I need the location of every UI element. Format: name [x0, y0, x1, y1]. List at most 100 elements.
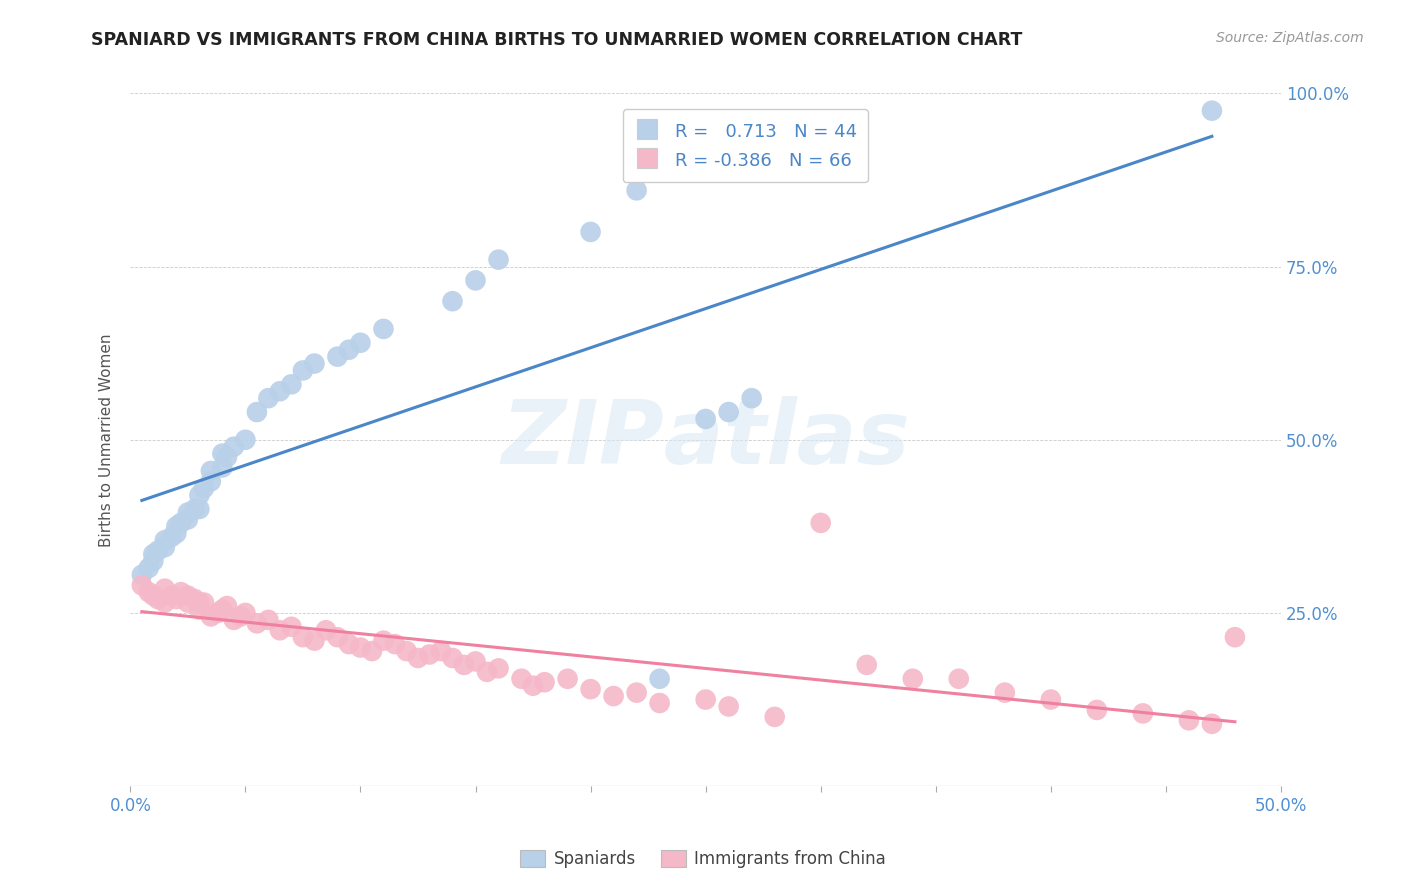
Text: SPANIARD VS IMMIGRANTS FROM CHINA BIRTHS TO UNMARRIED WOMEN CORRELATION CHART: SPANIARD VS IMMIGRANTS FROM CHINA BIRTHS… [91, 31, 1022, 49]
Point [361, 644, 384, 658]
Point [170, 585, 193, 599]
Point [488, 252, 510, 267]
Point [695, 412, 717, 426]
Point [602, 689, 624, 703]
Point [177, 512, 200, 526]
Legend: Spaniards, Immigrants from China: Spaniards, Immigrants from China [513, 843, 893, 875]
Point [510, 672, 533, 686]
Point [648, 696, 671, 710]
Point [142, 589, 165, 603]
Point [153, 533, 176, 548]
Point [138, 561, 160, 575]
Point [994, 685, 1017, 699]
Point [695, 692, 717, 706]
Point [488, 661, 510, 675]
Point [257, 613, 280, 627]
Point [1201, 103, 1223, 118]
Point [142, 554, 165, 568]
Point [280, 620, 302, 634]
Point [200, 464, 222, 478]
Point [207, 606, 229, 620]
Point [430, 644, 453, 658]
Point [131, 578, 153, 592]
Point [188, 488, 211, 502]
Point [349, 335, 371, 350]
Point [1201, 716, 1223, 731]
Point [131, 567, 153, 582]
Point [557, 672, 579, 686]
Point [215, 599, 238, 613]
Legend: R =   0.713   N = 44, R = -0.386   N = 66: R = 0.713 N = 44, R = -0.386 N = 66 [623, 110, 868, 182]
Point [165, 526, 187, 541]
Point [763, 710, 786, 724]
Point [246, 616, 269, 631]
Point [235, 606, 257, 620]
Point [579, 682, 602, 697]
Point [384, 637, 406, 651]
Point [441, 294, 464, 309]
Point [373, 322, 395, 336]
Point [291, 630, 314, 644]
Point [337, 343, 360, 357]
Point [184, 592, 207, 607]
Point [304, 357, 326, 371]
Point [229, 609, 252, 624]
Text: Source: ZipAtlas.com: Source: ZipAtlas.com [1216, 31, 1364, 45]
Point [235, 433, 257, 447]
Point [717, 699, 740, 714]
Point [579, 225, 602, 239]
Point [160, 589, 183, 603]
Point [200, 609, 222, 624]
Point [1132, 706, 1154, 721]
Point [215, 450, 238, 464]
Point [291, 363, 314, 377]
Point [464, 273, 486, 287]
Point [269, 624, 291, 638]
Point [406, 651, 429, 665]
Y-axis label: Births to Unmarried Women: Births to Unmarried Women [100, 333, 114, 547]
Point [315, 624, 337, 638]
Point [453, 657, 475, 672]
Point [142, 547, 165, 561]
Point [533, 675, 555, 690]
Point [810, 516, 832, 530]
Point [177, 506, 200, 520]
Point [153, 540, 176, 554]
Point [626, 685, 648, 699]
Point [160, 530, 183, 544]
Point [211, 447, 233, 461]
Point [1085, 703, 1108, 717]
Point [717, 405, 740, 419]
Point [146, 592, 169, 607]
Point [257, 391, 280, 405]
Point [184, 502, 207, 516]
Point [464, 655, 486, 669]
Point [1178, 714, 1201, 728]
Point [349, 640, 371, 655]
Point [269, 384, 291, 399]
Point [188, 502, 211, 516]
Point [200, 475, 222, 489]
Point [165, 519, 187, 533]
Point [177, 589, 200, 603]
Point [418, 648, 440, 662]
Point [153, 582, 176, 596]
Point [193, 596, 215, 610]
Point [855, 657, 877, 672]
Point [146, 543, 169, 558]
Point [475, 665, 498, 679]
Point [153, 596, 176, 610]
Point [1039, 692, 1062, 706]
Point [441, 651, 464, 665]
Point [211, 602, 233, 616]
Point [188, 602, 211, 616]
Point [948, 672, 970, 686]
Point [211, 460, 233, 475]
Point [373, 633, 395, 648]
Point [326, 350, 349, 364]
Point [901, 672, 924, 686]
Point [395, 644, 418, 658]
Point [170, 516, 193, 530]
Point [222, 613, 245, 627]
Point [326, 630, 349, 644]
